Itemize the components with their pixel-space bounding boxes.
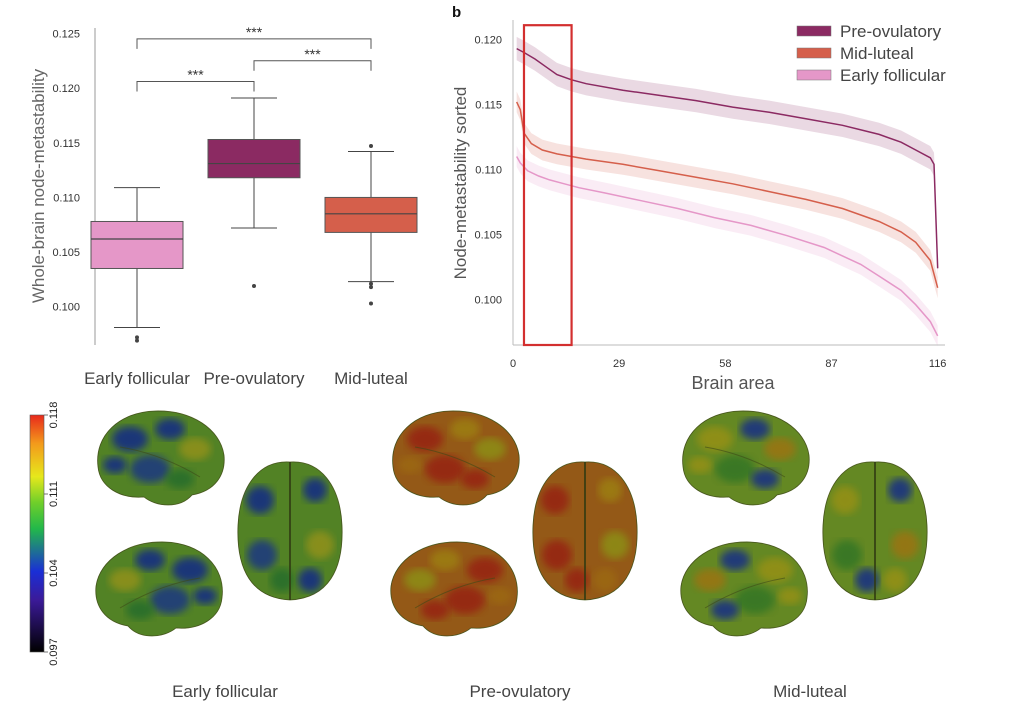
legend: Pre-ovulatory Mid-luteal Early follicular <box>796 22 946 85</box>
brain-sulcus <box>704 446 786 478</box>
colorbar-tick-label: 0.104 <box>48 559 60 587</box>
significance-bracket <box>136 38 372 49</box>
brain-sulcus <box>119 577 201 609</box>
brain-lateral-left <box>392 410 520 506</box>
series-line <box>516 47 939 269</box>
brain-panel: Early follicular <box>95 410 343 701</box>
box-outlier <box>369 144 373 149</box>
significance-bracket <box>253 60 372 71</box>
box-y-tick-label: 0.105 <box>52 247 80 259</box>
brain-lateral-left <box>97 410 225 506</box>
box-y-tick-label: 0.100 <box>52 302 80 314</box>
highlight-box <box>522 24 573 347</box>
panel-label-b: b <box>452 4 461 21</box>
colorbar-tick-label: 0.097 <box>48 638 60 666</box>
box-outlier <box>369 281 373 286</box>
colorbar-tick-label: 0.118 <box>48 402 60 429</box>
line-x-tick-label: 58 <box>719 358 731 370</box>
series-line <box>515 101 939 288</box>
line-x-tick-label: 0 <box>510 358 516 370</box>
box-outlier <box>135 338 139 343</box>
legend-swatch <box>796 25 832 37</box>
legend-swatch <box>796 69 832 81</box>
brain-sulcus <box>119 446 201 478</box>
brain-sulcus <box>414 577 496 609</box>
brain-sulcus <box>414 446 496 478</box>
line-y-tick-label: 0.100 <box>474 295 502 307</box>
legend-label: Mid-luteal <box>840 44 914 63</box>
box-category-label: Pre-ovulatory <box>203 369 305 388</box>
brain-dorsal <box>237 461 343 601</box>
line-x-tick-label: 87 <box>825 358 837 370</box>
brain-lateral-right <box>680 541 808 637</box>
legend-label: Pre-ovulatory <box>840 22 942 41</box>
box-outlier <box>369 301 373 306</box>
line-y-tick-label: 0.105 <box>474 230 502 242</box>
series-confidence-band <box>516 36 938 281</box>
box-category-label: Mid-luteal <box>334 369 408 388</box>
brain-dorsal <box>822 461 928 601</box>
brain-panel: Pre-ovulatory <box>390 410 638 701</box>
colorbar <box>29 414 45 653</box>
significance-label: *** <box>246 24 263 40</box>
box-outlier <box>369 285 373 290</box>
box-outlier <box>135 335 139 340</box>
box-y-tick-label: 0.125 <box>52 28 80 40</box>
significance-label: *** <box>187 67 204 83</box>
line-y-tick-label: 0.110 <box>475 165 502 177</box>
colorbar-tick-label: 0.111 <box>48 481 60 507</box>
legend-swatch <box>796 47 832 59</box>
box-iqr <box>90 220 184 269</box>
brain-lateral-right <box>95 541 223 637</box>
significance-bracket <box>136 81 255 92</box>
box-category-label: Early follicular <box>84 369 190 388</box>
box-y-axis-label: Whole-brain node-metastability <box>29 68 48 303</box>
box-y-tick-label: 0.110 <box>53 192 80 204</box>
legend-label: Early follicular <box>840 66 946 85</box>
box-plot-chart: Whole-brain node-metastability 0.100 0.10… <box>29 24 418 388</box>
significance-label: *** <box>304 46 321 62</box>
brain-maps: 0.118 0.111 0.104 0.097 Early follicular Pre… <box>29 402 928 701</box>
brain-panel-label: Early follicular <box>172 682 278 701</box>
box-y-tick-label: 0.120 <box>52 83 80 95</box>
line-y-axis-label: Node-metastability sorted <box>451 87 470 280</box>
line-x-tick-label: 29 <box>613 358 625 370</box>
brain-panel: Mid-luteal <box>680 410 928 701</box>
brain-lateral-right <box>390 541 518 637</box>
box-outlier <box>252 283 256 288</box>
box-iqr <box>207 138 301 179</box>
brain-sulcus <box>704 577 786 609</box>
box-y-tick-label: 0.115 <box>53 138 80 150</box>
brain-panel-label: Pre-ovulatory <box>469 682 571 701</box>
brain-lateral-left <box>682 410 810 506</box>
brain-dorsal <box>532 461 638 601</box>
line-y-tick-label: 0.120 <box>474 35 502 47</box>
brain-panel-label: Mid-luteal <box>773 682 847 701</box>
series-line <box>516 156 939 337</box>
line-y-tick-label: 0.115 <box>475 100 502 112</box>
line-x-tick-label: 116 <box>929 358 947 370</box>
line-chart: b 0.100 0.105 0.110 0.115 0.120 0 29 58 87 116 B… <box>451 4 947 393</box>
line-x-axis-label: Brain area <box>691 373 775 393</box>
box-iqr <box>324 196 418 233</box>
